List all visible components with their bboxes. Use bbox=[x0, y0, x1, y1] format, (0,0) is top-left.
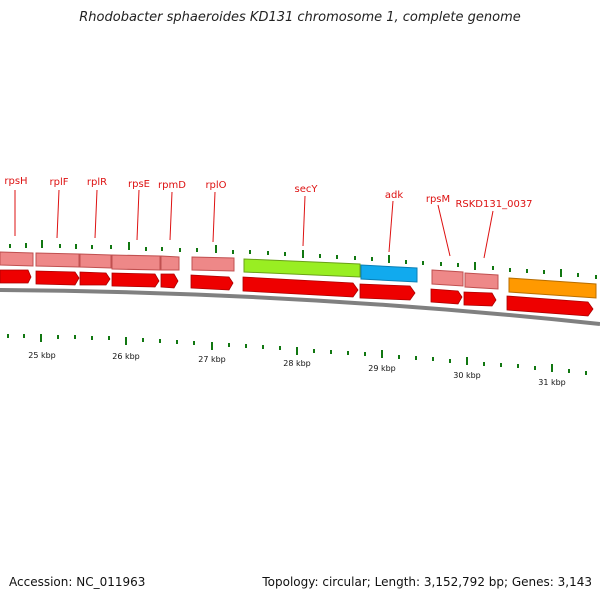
gene-label-rplR: rplR bbox=[87, 177, 107, 188]
gene-block-adk bbox=[360, 264, 418, 283]
cds-arrow bbox=[359, 283, 416, 301]
gene-block bbox=[191, 256, 235, 272]
label-line-rpmD bbox=[169, 191, 173, 241]
label-line-rpsM bbox=[437, 204, 451, 257]
cds-arrow bbox=[506, 295, 594, 317]
label-line-rplF bbox=[56, 189, 60, 239]
cds-arrow bbox=[35, 270, 80, 286]
kbp-label: 31 kbp bbox=[538, 378, 566, 387]
gene-block-orange bbox=[508, 277, 597, 299]
gene-block bbox=[35, 252, 80, 268]
label-line-rpsE bbox=[136, 189, 140, 241]
cds-arrow bbox=[0, 269, 32, 284]
gene-block bbox=[464, 272, 499, 290]
cds-arrow bbox=[463, 291, 497, 307]
genome-backbone bbox=[0, 288, 600, 326]
kbp-label: 26 kbp bbox=[112, 352, 140, 361]
lower-ticks bbox=[7, 334, 587, 375]
kbp-label: 29 kbp bbox=[368, 364, 396, 373]
gene-label-rpsH: rpsH bbox=[4, 176, 27, 187]
gene-label-lines bbox=[14, 189, 494, 259]
kbp-label: 27 kbp bbox=[198, 355, 226, 364]
label-line-secY bbox=[302, 195, 306, 247]
kbp-labels: 25 kbp 26 kbp 27 kbp 28 kbp 29 kbp 30 kb… bbox=[28, 351, 566, 387]
genome-summary-text: Topology: circular; Length: 3,152,792 bp… bbox=[262, 575, 592, 589]
accession-text: Accession: NC_011963 bbox=[9, 575, 146, 589]
gene-track bbox=[0, 251, 597, 299]
label-line-rplR bbox=[94, 189, 98, 239]
map-title: Rhodobacter sphaeroides KD131 chromosome… bbox=[79, 10, 521, 25]
cds-arrow bbox=[160, 273, 179, 289]
cds-arrow bbox=[242, 276, 359, 298]
label-line-adk bbox=[388, 200, 394, 253]
gene-label-secY: secY bbox=[295, 184, 319, 195]
gene-label-rpsM: rpsM bbox=[426, 194, 450, 205]
cds-arrow bbox=[111, 272, 160, 288]
kbp-label: 30 kbp bbox=[453, 371, 481, 380]
gene-label-adk: adk bbox=[385, 190, 403, 201]
label-line-rplO bbox=[212, 191, 216, 243]
gene-block bbox=[0, 251, 34, 267]
gene-block bbox=[111, 254, 161, 271]
gene-block bbox=[79, 253, 112, 269]
upper-ticks bbox=[9, 240, 597, 279]
gene-block-secY bbox=[243, 258, 361, 278]
gene-labels: rpsH rplF rplR rpsE rpmD rplO secY adk r… bbox=[4, 176, 532, 210]
cds-arrow bbox=[430, 288, 463, 305]
gene-label-rplF: rplF bbox=[50, 177, 69, 188]
cds-arrow bbox=[79, 271, 111, 286]
cds-arrow bbox=[190, 274, 234, 291]
cds-track bbox=[0, 269, 594, 317]
gene-block bbox=[160, 255, 180, 271]
gene-label-RSKD131_0037: RSKD131_0037 bbox=[455, 199, 532, 210]
gene-label-rplO: rplO bbox=[205, 180, 226, 191]
kbp-label: 28 kbp bbox=[283, 359, 311, 368]
kbp-label: 25 kbp bbox=[28, 351, 56, 360]
gene-label-rpsE: rpsE bbox=[128, 179, 150, 190]
gene-block bbox=[431, 269, 464, 287]
gene-label-rpmD: rpmD bbox=[158, 180, 186, 191]
label-line-RSKD131_0037 bbox=[483, 210, 494, 259]
